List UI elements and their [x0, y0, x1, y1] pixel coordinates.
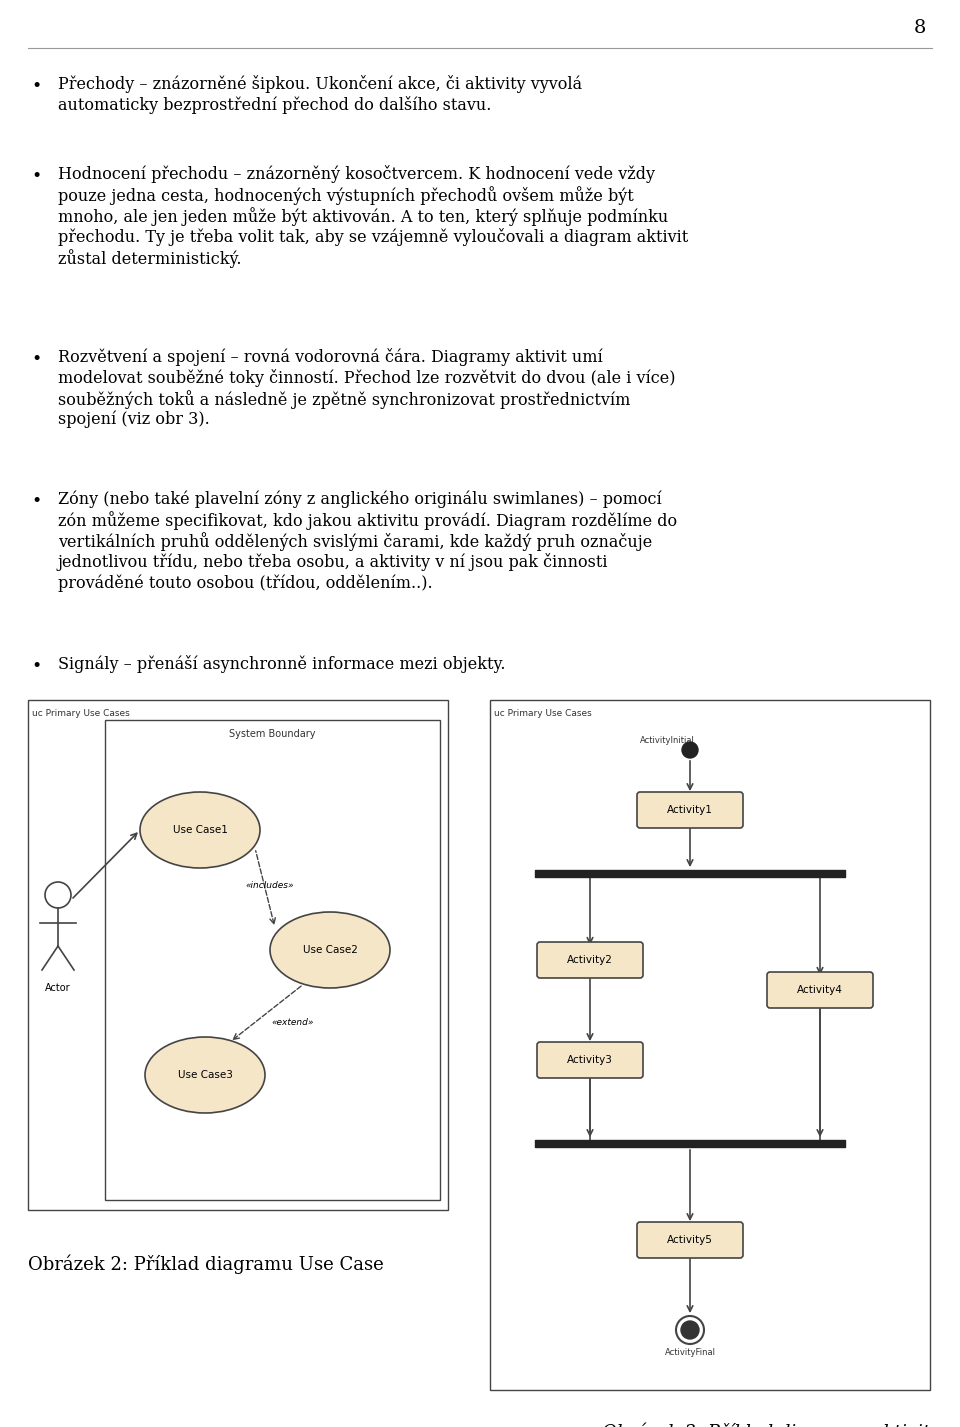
Text: Signály – přenáší asynchronně informace mezi objekty.: Signály – přenáší asynchronně informace … — [58, 655, 506, 674]
Circle shape — [676, 1316, 704, 1344]
Text: Přechody – znázorněné šipkou. Ukončení akce, či aktivity vyvolá: Přechody – znázorněné šipkou. Ukončení a… — [58, 76, 582, 93]
Text: modelovat souběžné toky činností. Přechod lze rozvětvit do dvou (ale i více): modelovat souběžné toky činností. Přecho… — [58, 370, 676, 387]
Text: Rozvětvení a spojení – rovná vodorovná čára. Diagramy aktivit umí: Rozvětvení a spojení – rovná vodorovná č… — [58, 348, 603, 365]
Bar — [28, 701, 448, 1210]
Text: Use Case3: Use Case3 — [178, 1070, 232, 1080]
FancyBboxPatch shape — [537, 1042, 643, 1077]
Text: Use Case2: Use Case2 — [302, 945, 357, 955]
Text: Activity1: Activity1 — [667, 805, 713, 815]
Text: Activity3: Activity3 — [567, 1055, 612, 1065]
Text: souběžných toků a následně je zpětně synchronizovat prostřednictvím: souběžných toků a následně je zpětně syn… — [58, 390, 631, 410]
Text: System Boundary: System Boundary — [229, 729, 316, 739]
Ellipse shape — [140, 792, 260, 868]
Text: přechodu. Ty je třeba volit tak, aby se vzájemně vyloučovali a diagram aktivit: přechodu. Ty je třeba volit tak, aby se … — [58, 228, 688, 245]
Text: Zóny (nebo také plavelní zóny z anglického originálu swimlanes) – pomocí: Zóny (nebo také plavelní zóny z anglické… — [58, 489, 661, 508]
Circle shape — [45, 882, 71, 908]
Ellipse shape — [145, 1037, 265, 1113]
Text: Obrázek 2: Příklad diagramu Use Case: Obrázek 2: Příklad diagramu Use Case — [28, 1254, 384, 1274]
Bar — [490, 701, 930, 1390]
Text: jednotlivou třídu, nebo třeba osobu, a aktivity v ní jsou pak činnosti: jednotlivou třídu, nebo třeba osobu, a a… — [58, 554, 609, 571]
Text: 8: 8 — [914, 19, 926, 37]
Text: uc Primary Use Cases: uc Primary Use Cases — [494, 708, 591, 718]
Text: «includes»: «includes» — [246, 880, 295, 889]
Text: •: • — [31, 78, 41, 96]
Circle shape — [681, 1321, 699, 1339]
Text: ActivityFinal: ActivityFinal — [664, 1349, 715, 1357]
Text: Obrázek 3: Příklad diagramu aktivit: Obrázek 3: Příklad diagramu aktivit — [602, 1421, 930, 1427]
Text: pouze jedna cesta, hodnocených výstupních přechodů ovšem může být: pouze jedna cesta, hodnocených výstupníc… — [58, 186, 634, 205]
FancyBboxPatch shape — [537, 942, 643, 977]
Text: Actor: Actor — [45, 983, 71, 993]
Ellipse shape — [270, 912, 390, 987]
Text: Hodnocení přechodu – znázorněný kosočtvercem. K hodnocení vede vždy: Hodnocení přechodu – znázorněný kosočtve… — [58, 166, 655, 183]
Text: Use Case1: Use Case1 — [173, 825, 228, 835]
Bar — [105, 721, 440, 1200]
FancyBboxPatch shape — [637, 1222, 743, 1259]
Text: prováděné touto osobou (třídou, oddělením..).: prováděné touto osobou (třídou, oddělení… — [58, 574, 433, 592]
Text: vertikálních pruhů oddělených svislými čarami, kde každý pruh označuje: vertikálních pruhů oddělených svislými č… — [58, 532, 652, 551]
Circle shape — [682, 742, 698, 758]
Text: automaticky bezprostřední přechod do dalšího stavu.: automaticky bezprostřední přechod do dal… — [58, 96, 492, 114]
Text: mnoho, ale jen jeden může být aktivován. A to ten, který splňuje podmínku: mnoho, ale jen jeden může být aktivován.… — [58, 207, 668, 225]
Text: •: • — [31, 168, 41, 186]
Text: Activity5: Activity5 — [667, 1234, 713, 1244]
FancyBboxPatch shape — [767, 972, 873, 1007]
Text: uc Primary Use Cases: uc Primary Use Cases — [32, 708, 130, 718]
Text: •: • — [31, 492, 41, 509]
Text: ActivityInitial: ActivityInitial — [640, 736, 695, 745]
Text: •: • — [31, 351, 41, 368]
Text: •: • — [31, 658, 41, 675]
Text: spojení (viz obr 3).: spojení (viz obr 3). — [58, 411, 209, 428]
Text: zón můžeme specifikovat, kdo jakou aktivitu provádí. Diagram rozdělíme do: zón můžeme specifikovat, kdo jakou aktiv… — [58, 511, 677, 529]
Text: Activity2: Activity2 — [567, 955, 612, 965]
Text: Activity4: Activity4 — [797, 985, 843, 995]
Text: zůstal deterministický.: zůstal deterministický. — [58, 248, 242, 268]
FancyBboxPatch shape — [637, 792, 743, 828]
Text: «extend»: «extend» — [272, 1017, 314, 1027]
